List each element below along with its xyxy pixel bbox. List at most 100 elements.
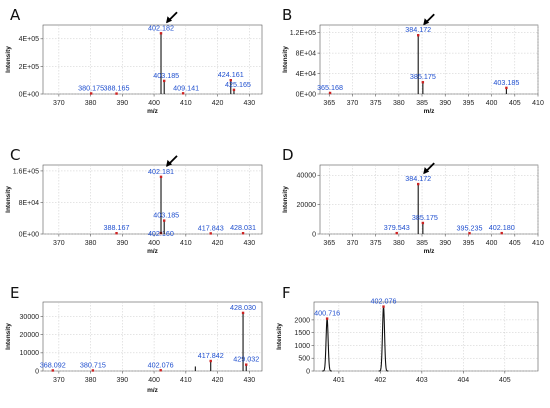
highlight-arrow-icon (166, 11, 178, 24)
y-tick-label: 0 (306, 368, 310, 375)
y-axis-label: Intensity (5, 323, 12, 350)
highlight-arrow-icon (166, 155, 178, 167)
peak-label: 417.843 (198, 223, 224, 232)
x-tick-label: 375 (370, 240, 382, 247)
y-tick-label: 500 (298, 356, 310, 363)
peak-label: 403.185 (493, 78, 519, 87)
x-tick-label: 390 (439, 240, 451, 247)
peak-marker (417, 182, 420, 186)
y-tick-label: 2000 (294, 317, 310, 324)
x-tick-label: 365 (323, 240, 335, 247)
y-tick-label: 4E+05 (19, 36, 40, 43)
y-tick-label: 1500 (294, 330, 310, 337)
spectrum-peak (322, 318, 332, 372)
peak-marker (505, 86, 508, 90)
x-tick-label: 400 (148, 240, 160, 247)
y-tick-label: 30000 (20, 314, 40, 321)
x-tick-label: 380 (393, 100, 405, 107)
peak-label: 388.167 (104, 223, 130, 232)
peak-marker (162, 79, 166, 83)
x-tick-label: 370 (53, 100, 65, 107)
y-tick-label: 1.2E+05 (290, 30, 316, 37)
peak-marker (245, 363, 248, 366)
peak-marker (89, 92, 93, 95)
y-tick-label: 4E+04 (296, 71, 317, 78)
x-tick-label: 385 (416, 240, 428, 247)
x-tick-label: 403 (416, 377, 428, 384)
y-tick-label: 0E+00 (19, 91, 40, 98)
peak-marker (395, 231, 398, 235)
x-tick-label: 430 (243, 240, 255, 247)
y-tick-label: 0 (312, 231, 316, 238)
x-tick-label: 380 (85, 240, 97, 247)
peak-marker (232, 88, 236, 92)
x-axis-label: m/z (147, 248, 159, 255)
y-tick-label: 10000 (20, 350, 40, 357)
x-tick-label: 395 (463, 100, 475, 107)
peak-label: 402.181 (148, 167, 174, 176)
peak-label: 403.185 (153, 211, 179, 220)
peak-marker (328, 91, 332, 95)
x-tick-label: 404 (457, 377, 469, 384)
x-tick-label: 390 (117, 377, 129, 384)
peak-label: 428.030 (230, 303, 256, 312)
y-tick-label: 0E+00 (19, 231, 40, 238)
peak-marker (159, 175, 163, 179)
x-tick-label: 390 (117, 240, 129, 247)
peak-marker (382, 305, 385, 308)
peak-label: 402.180 (489, 223, 515, 232)
peak-label: 409.141 (173, 83, 199, 92)
x-tick-label: 430 (243, 377, 255, 384)
x-tick-label: 430 (243, 100, 255, 107)
x-tick-label: 390 (439, 100, 451, 107)
peak-marker (241, 311, 245, 315)
peak-label: 388.165 (104, 84, 130, 93)
y-tick-label: 0E+00 (296, 91, 317, 98)
x-axis-label: m/z (147, 387, 159, 394)
panel-c: C 370 380 390 400 410 420 430 0E+00 8E+04 1.6E+05 I… (5, 146, 263, 255)
y-axis-label: Intensity (276, 323, 283, 350)
panel-letter: F (282, 284, 291, 302)
peak-marker (229, 79, 232, 82)
y-tick-label: 8E+04 (19, 200, 40, 207)
panel-letter: D (282, 146, 294, 164)
peak-marker (159, 32, 163, 35)
x-tick-label: 410 (180, 100, 192, 107)
panel-f: F 401 402 403 404 405 0 500 1000 1500 2000 Intensit… (276, 284, 539, 384)
peak-label: 402.182 (148, 23, 174, 32)
peak-label: 380.175 (78, 83, 104, 92)
x-tick-label: 395 (463, 240, 475, 247)
panel-e: E 370 380 390 400 410 420 430 0 10000 20000 30000 In… (5, 284, 263, 394)
peak-label: 424.161 (218, 70, 244, 79)
peak-marker (500, 231, 503, 235)
peak-marker (181, 92, 185, 95)
x-tick-label: 370 (347, 240, 359, 247)
x-tick-label: 370 (53, 377, 65, 384)
x-tick-label: 380 (85, 377, 97, 384)
peak-label: 403.185 (153, 71, 179, 80)
peak-marker (115, 232, 118, 235)
y-axis-label: Intensity (282, 46, 289, 73)
y-tick-label: 0 (35, 368, 39, 375)
peak-marker (159, 369, 162, 372)
x-tick-label: 420 (212, 377, 224, 384)
peak-label: 385.175 (410, 72, 436, 81)
peak-marker (417, 34, 420, 37)
panel-letter: C (10, 146, 20, 164)
x-tick-label: 400 (148, 377, 160, 384)
peak-marker (241, 232, 245, 235)
x-tick-label: 405 (509, 240, 521, 247)
panel-d: D 365 370 375 380 385 390 395 400 405 410 0 20000 400… (282, 146, 544, 255)
y-tick-label: 1.6E+05 (13, 168, 39, 175)
x-tick-label: 370 (53, 240, 65, 247)
x-tick-label: 402 (375, 377, 387, 384)
panel-letter: A (10, 6, 21, 24)
x-tick-label: 405 (499, 377, 511, 384)
y-tick-label: 1000 (294, 343, 310, 350)
y-tick-label: 8E+04 (296, 51, 317, 58)
peak-label: 417.842 (198, 351, 224, 360)
y-axis-label: Intensity (282, 186, 289, 213)
x-tick-label: 375 (370, 100, 382, 107)
peak-label: 365.168 (317, 83, 343, 92)
